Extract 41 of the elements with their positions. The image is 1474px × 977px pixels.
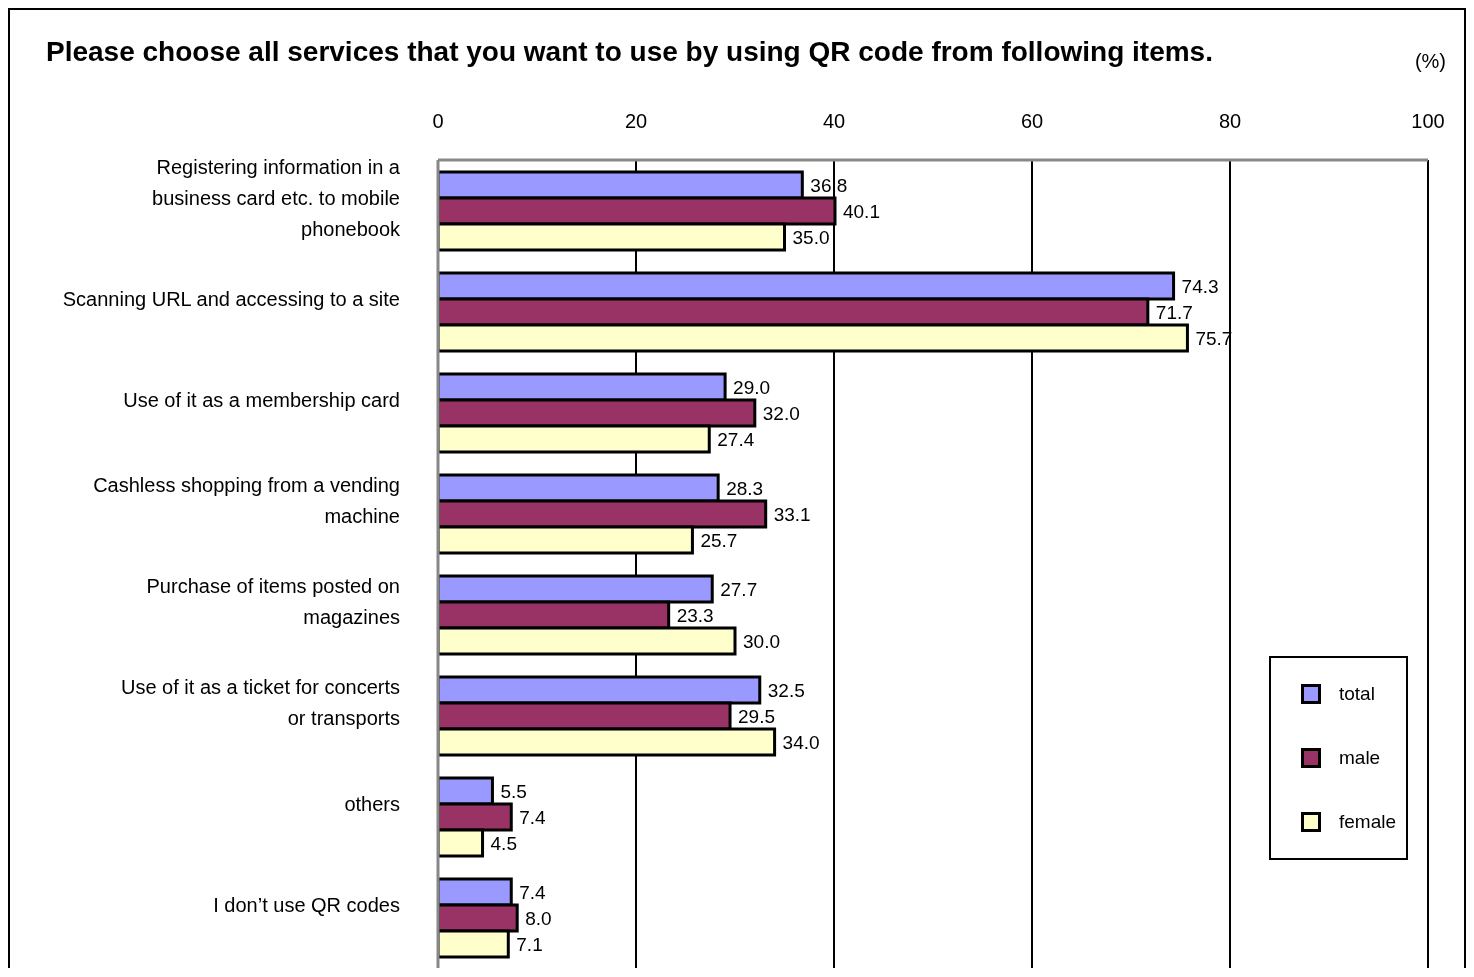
y-tick-label: Cashless shopping from a vending machine xyxy=(93,474,400,527)
legend-label: male xyxy=(1339,747,1381,769)
x-tick-label: 100 xyxy=(1411,110,1445,132)
data-label: 7.4 xyxy=(519,881,547,903)
data-label: 74.3 xyxy=(1181,275,1219,297)
chart-title: Please choose all services that you want to use by using QR code from following items. xyxy=(46,36,1213,68)
y-tick-label: others xyxy=(344,792,400,815)
data-label: 27.4 xyxy=(717,428,755,450)
data-label: 7.4 xyxy=(519,806,547,828)
data-label: 29.5 xyxy=(738,705,776,727)
data-label: 34.0 xyxy=(782,731,820,753)
data-label: 29.0 xyxy=(733,376,771,398)
data-label: 8.0 xyxy=(525,907,552,929)
x-tick-label: 20 xyxy=(624,110,648,132)
data-label: 28.3 xyxy=(726,477,764,499)
x-tick-label: 60 xyxy=(1020,110,1044,132)
data-label: 30.0 xyxy=(743,630,780,652)
x-tick-label: 0 xyxy=(432,110,444,132)
legend-label: female xyxy=(1339,811,1397,833)
legend-label: total xyxy=(1339,683,1375,705)
data-label: 40.1 xyxy=(842,200,880,222)
y-tick-label: Use of it as a ticket for concerts or transports xyxy=(121,676,400,729)
data-label: 32.5 xyxy=(767,679,805,701)
data-label: 4.5 xyxy=(490,832,517,854)
data-label: 5.5 xyxy=(500,780,527,802)
x-tick-label: 80 xyxy=(1218,110,1242,132)
data-label: 23.3 xyxy=(676,604,714,626)
y-tick-label: I don’t use QR codes xyxy=(213,893,400,916)
y-tick-label: Registering information in a business card etc. to mobile phonebook xyxy=(152,155,401,240)
data-label: 7.1 xyxy=(516,933,543,955)
data-label: 71.7 xyxy=(1155,301,1193,323)
data-label: 25.7 xyxy=(700,529,738,551)
data-label: 32.0 xyxy=(762,402,800,424)
y-tick-label: Use of it as a membership card xyxy=(123,388,400,411)
data-label: 33.1 xyxy=(773,503,811,525)
y-tick-label: Scanning URL and accessing to a site xyxy=(62,287,400,310)
data-label: 27.7 xyxy=(720,578,758,600)
y-tick-label: Purchase of items posted on magazines xyxy=(146,575,400,628)
data-label: 35.0 xyxy=(792,226,830,248)
x-axis-title: (%) xyxy=(1414,50,1446,73)
x-tick-label: 40 xyxy=(822,110,846,132)
